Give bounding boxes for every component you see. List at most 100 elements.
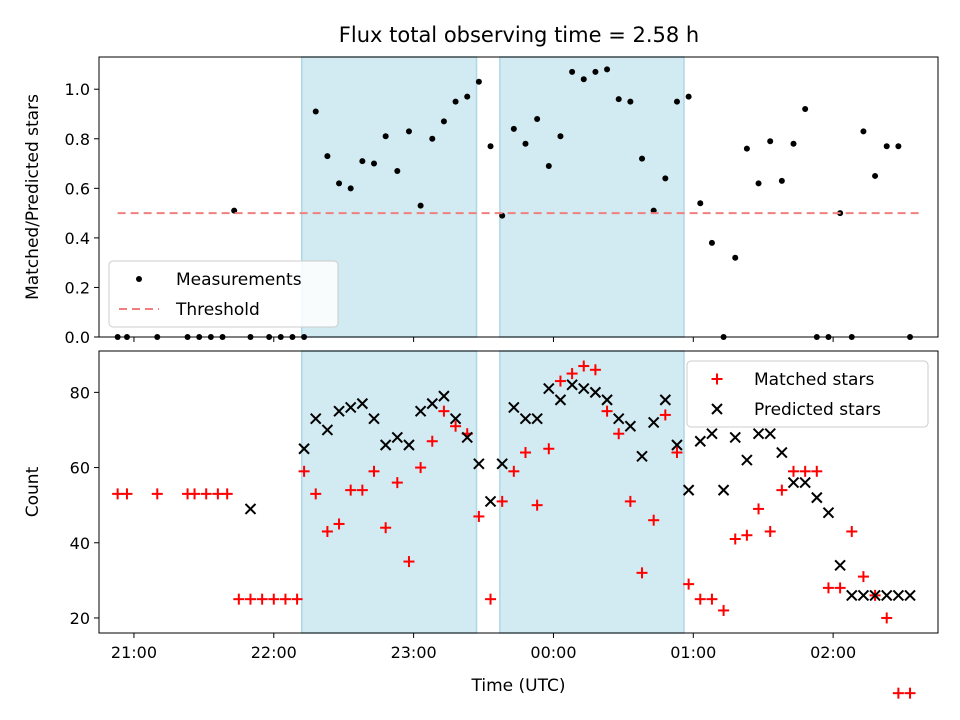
measurement-point [417, 202, 424, 209]
x-axis-label: Time (UTC) [471, 676, 566, 696]
predicted-point [834, 559, 846, 572]
matched-point [368, 465, 380, 477]
matched-point [473, 510, 485, 522]
x-tick-label: 23:00 [391, 643, 437, 662]
shaded-interval-0 [301, 350, 478, 634]
y-tick-label: 0.4 [65, 229, 90, 248]
matched-point [151, 488, 163, 500]
matched-point [233, 593, 245, 605]
predicted-point [531, 412, 543, 425]
top-axes-frame [98, 56, 939, 338]
predicted-point [682, 484, 695, 496]
predicted-point [892, 589, 905, 602]
predicted-point [717, 484, 730, 496]
measurement-point [580, 76, 587, 83]
measurement-point [382, 133, 389, 140]
x-tick-label: 00:00 [530, 643, 576, 662]
matched-point [200, 488, 212, 500]
measurement-point [615, 96, 622, 103]
predicted-point [787, 476, 800, 489]
legend-matched-swatch [711, 373, 723, 385]
x-tick-label: 01:00 [670, 643, 716, 662]
matched-point [403, 556, 415, 568]
matched-point [589, 364, 601, 376]
shaded-interval-1 [499, 350, 685, 634]
predicted-point [426, 397, 438, 410]
measurement-point [872, 172, 879, 179]
matched-point [543, 443, 555, 455]
predicted-point [391, 431, 404, 444]
measurement-point [592, 68, 599, 75]
x-tick-label: 22:00 [251, 643, 297, 662]
matched-point [613, 428, 625, 440]
matched-point [834, 582, 846, 594]
predicted-point [508, 401, 520, 414]
matched-point [333, 518, 345, 530]
measurement-point [604, 66, 611, 73]
top-legend: Measurements Threshold [108, 260, 339, 328]
matched-point [415, 462, 427, 474]
predicted-point [647, 416, 660, 429]
y-tick-label: 0.6 [65, 179, 90, 198]
top-axis-ticks: 0.0 0.2 0.4 0.6 0.8 1.0 [65, 80, 834, 347]
predicted-point [671, 439, 683, 451]
predicted-point [461, 431, 473, 444]
measurement-point [743, 145, 750, 152]
matched-point [624, 495, 636, 507]
matched-point [426, 435, 438, 447]
matched-point [356, 484, 368, 496]
predicted-point [776, 446, 788, 459]
matched-point [485, 593, 497, 605]
bottom-series-layer [112, 360, 916, 699]
matched-point [718, 604, 730, 616]
legend-measurement-swatch [136, 276, 142, 282]
matched-point [279, 593, 291, 605]
y-tick-label: 0.8 [65, 130, 90, 149]
matched-point [857, 571, 869, 583]
measurement-point [312, 108, 319, 115]
matched-point [799, 465, 811, 477]
legend-predicted-swatch [711, 403, 723, 415]
measurement-point [697, 200, 704, 207]
matched-point [706, 593, 718, 605]
matched-point [811, 465, 823, 477]
bottom-panel: 20 40 60 80 21:00 22:00 23:00 00:00 01:00 02:00 C… [23, 350, 939, 699]
measurement-point [475, 78, 482, 85]
measurement-point [534, 115, 541, 122]
matched-point [578, 360, 590, 372]
measurement-point [522, 140, 529, 147]
predicted-point [869, 589, 881, 602]
matched-point [683, 578, 695, 590]
matched-point [892, 687, 904, 699]
matched-point [508, 465, 520, 477]
measurement-point [685, 93, 692, 100]
measurement-point [802, 106, 809, 113]
bottom-y-axis-label: Count [23, 466, 43, 517]
matched-point [822, 582, 834, 594]
matched-point [788, 465, 800, 477]
measurement-point [895, 143, 902, 150]
y-tick-label: 0.0 [65, 328, 90, 347]
measurement-point [860, 128, 867, 135]
y-tick-label: 40 [70, 534, 90, 553]
matched-point [554, 375, 566, 387]
measurement-point [359, 158, 366, 165]
legend-label: Predicted stars [754, 400, 881, 420]
matched-point [881, 612, 893, 624]
measurement-point [767, 138, 774, 145]
measurement-point [347, 185, 354, 192]
measurement-point [440, 118, 447, 125]
matched-point [776, 484, 788, 496]
matched-point [268, 593, 280, 605]
predicted-point [484, 495, 497, 508]
bottom-axes-frame [98, 350, 939, 634]
matched-point [904, 687, 916, 699]
x-tick-label: 21:00 [111, 643, 157, 662]
matched-point [729, 533, 741, 545]
matched-point [566, 368, 578, 380]
matched-point [256, 593, 268, 605]
measurement-point [755, 180, 762, 187]
predicted-point [566, 379, 578, 391]
matched-point [659, 409, 671, 421]
bottom-shaded-intervals [301, 350, 685, 634]
